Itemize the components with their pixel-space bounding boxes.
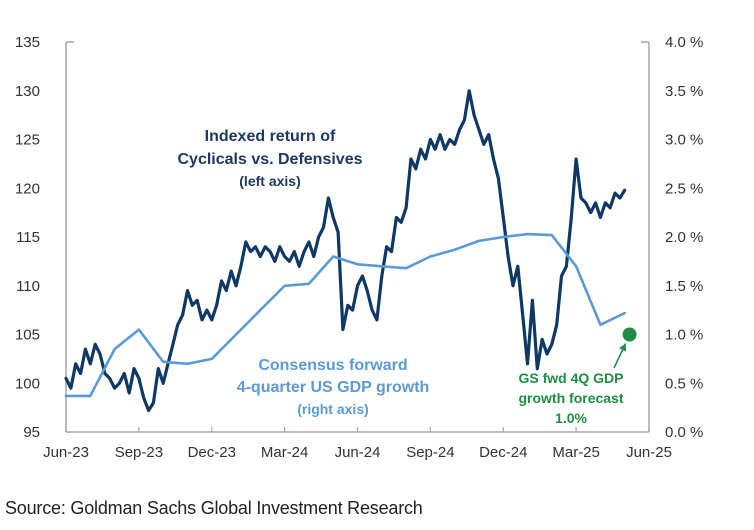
left-tick-label: 120 [15, 180, 40, 197]
gs-forecast-point [622, 327, 637, 342]
right-tick-label: 2.5 % [665, 180, 703, 197]
gdp-annotation-line: (right axis) [297, 401, 369, 417]
right-tick-label: 0.0 % [665, 424, 703, 441]
annotations: Indexed return of Cyclicals vs. Defensive… [177, 128, 627, 426]
left-tick-label: 100 [15, 375, 40, 392]
right-tick-label: 3.0 % [665, 132, 703, 149]
x-axis-ticks: Jun-23 Sep-23 Dec-23 Mar-24 Jun-24 Sep-24 Dec-… [43, 427, 672, 461]
x-tick-label: Dec-23 [188, 444, 236, 461]
left-tick-label: 115 [16, 229, 40, 246]
cyclicals-annotation-line: (left axis) [239, 173, 300, 189]
source-note: Source: Goldman Sachs Global Investment … [5, 498, 423, 518]
x-tick-label: Sep-23 [115, 444, 163, 461]
x-tick-label: Mar-24 [261, 444, 309, 461]
cyclicals-annotation-line: Cyclicals vs. Defensives [177, 151, 362, 168]
cyclicals-vs-defensives-line [64, 89, 627, 413]
left-tick-label: 110 [16, 278, 40, 295]
left-tick-label: 95 [23, 424, 40, 441]
forecast-annotation-line: growth forecast [518, 390, 623, 406]
gdp-annotation-line: 4-quarter US GDP growth [237, 379, 430, 396]
consensus-gdp-growth-line [64, 232, 627, 398]
right-tick-label: 0.5 % [665, 375, 703, 392]
x-tick-label: Dec-24 [479, 444, 527, 461]
right-tick-label: 1.5 % [665, 278, 703, 295]
right-tick-label: 3.5 % [665, 83, 703, 100]
left-tick-label: 135 [15, 34, 40, 51]
x-tick-label: Mar-25 [552, 444, 600, 461]
left-tick-label: 125 [15, 132, 40, 149]
x-tick-label: Sep-24 [406, 444, 454, 461]
x-tick-label: Jun-25 [626, 444, 672, 461]
left-tick-label: 105 [15, 327, 40, 344]
left-tick-label: 130 [15, 83, 40, 100]
left-axis-ticks: 95 100 105 110 115 120 125 130 135 [15, 34, 40, 441]
forecast-annotation-line: GS fwd 4Q GDP [518, 370, 623, 386]
right-tick-label: 1.0 % [665, 327, 703, 344]
x-tick-label: Jun-23 [43, 444, 89, 461]
forecast-annotation-line: 1.0% [555, 410, 587, 426]
x-tick-label: Jun-24 [335, 444, 381, 461]
right-tick-label: 4.0 % [665, 34, 703, 51]
forecast-arrow-head [619, 343, 627, 352]
right-axis-ticks: 0.0 % 0.5 % 1.0 % 1.5 % 2.0 % 2.5 % 3.0 % 3.5 %… [665, 34, 703, 441]
cyclicals-annotation-line: Indexed return of [205, 128, 336, 145]
gdp-annotation-line: Consensus forward [258, 357, 407, 374]
right-tick-label: 2.0 % [665, 229, 703, 246]
series-layer [64, 89, 637, 413]
